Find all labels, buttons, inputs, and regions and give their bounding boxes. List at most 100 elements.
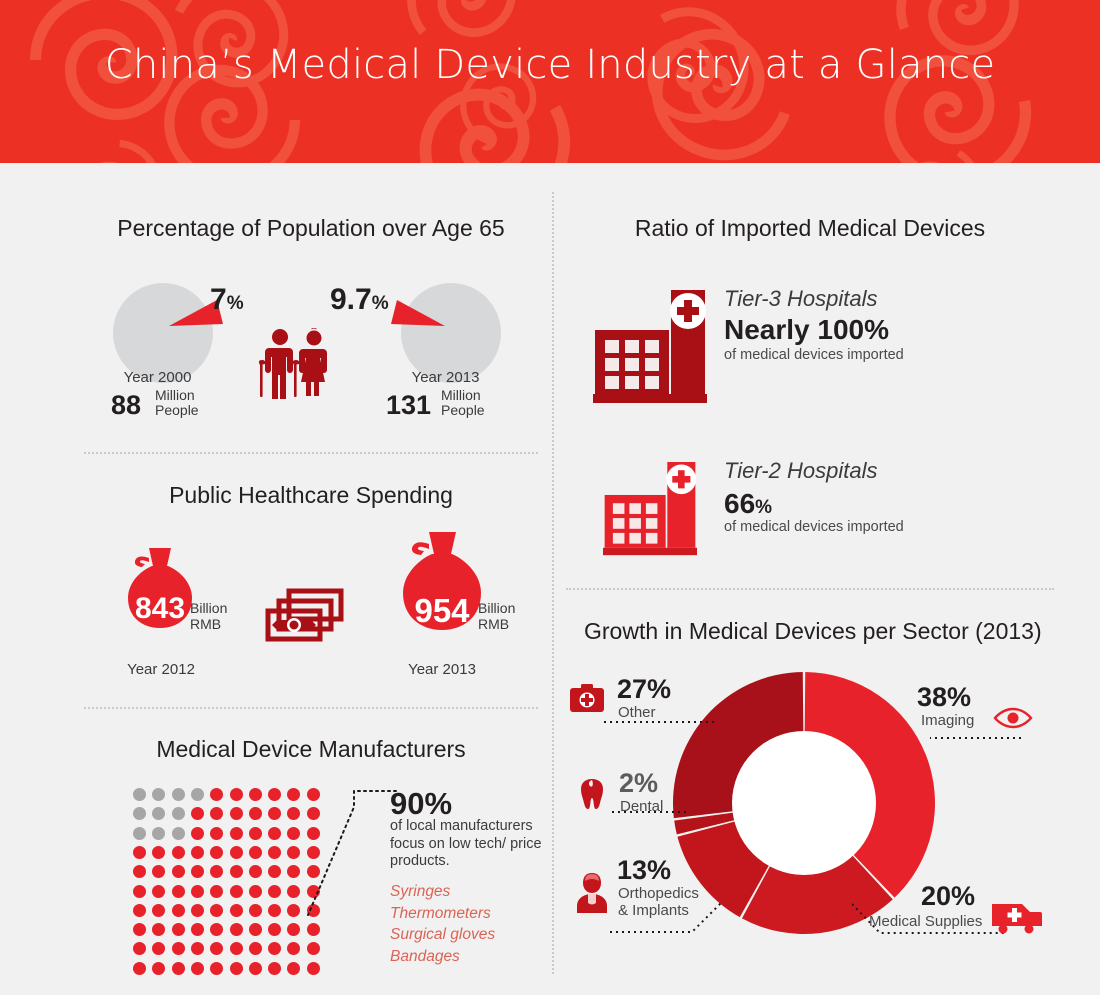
population-pie-2000 <box>113 283 223 383</box>
grid-dot-active <box>133 884 146 898</box>
grid-dot-active <box>229 942 243 956</box>
grid-dot-active <box>268 884 282 898</box>
grid-dot-active <box>210 923 224 937</box>
grid-dot-active <box>171 903 185 917</box>
grid-dot-inactive <box>152 826 166 840</box>
manufacturers-dot-grid <box>133 788 326 981</box>
grid-dot-active <box>210 845 224 859</box>
product-list-item: Surgical gloves <box>390 926 496 943</box>
population-percent-2000: 7% <box>210 283 244 317</box>
grid-dot-active <box>133 845 146 859</box>
unit-line-2: People <box>441 402 485 418</box>
grid-dot-active <box>268 865 282 879</box>
sector-name-other: Other <box>618 704 656 721</box>
grid-dot-active <box>171 865 185 879</box>
grid-dot-active <box>171 884 185 898</box>
grid-dot-active <box>287 961 301 975</box>
grid-dot-active <box>133 865 146 879</box>
grid-dot-active <box>287 788 301 801</box>
grid-dot-active <box>190 826 204 840</box>
unit-line-1: Billion <box>190 600 228 616</box>
leader-line-supplies <box>852 903 1007 934</box>
sector-name-imaging: Imaging <box>921 712 975 729</box>
grid-dot-active <box>190 903 204 917</box>
grid-dot-active <box>210 788 224 801</box>
tier3-percent: Nearly 100% <box>724 314 890 345</box>
grid-dot-active <box>248 826 262 840</box>
population-year-2000: Year 2000 <box>123 369 192 386</box>
sector-percent-other: 27% <box>617 674 672 704</box>
grid-dot-active <box>210 826 224 840</box>
grid-dot-active <box>287 942 301 956</box>
grid-dot-active <box>248 961 262 975</box>
grid-dot-active <box>306 903 320 917</box>
grid-dot-active <box>248 845 262 859</box>
grid-dot-active <box>210 961 224 975</box>
money-bag-icon-2013 <box>403 532 481 630</box>
pie-highlight-slice <box>169 300 223 326</box>
grid-dot-inactive <box>133 788 146 801</box>
pie-remainder-slice <box>113 283 213 383</box>
grid-dot-active <box>306 923 320 937</box>
manufacturers-percent: 90% <box>390 786 453 821</box>
spending-unit-2013: Billion RMB <box>478 600 515 632</box>
population-pie-2013 <box>391 283 501 383</box>
grid-dot-active <box>248 865 262 879</box>
grid-dot-inactive <box>171 788 185 801</box>
section-divider-manufacturers <box>84 707 538 709</box>
grid-dot-active <box>152 961 166 975</box>
percent-unit: % <box>371 293 389 314</box>
grid-dot-active <box>268 845 282 859</box>
population-percent-2013: 9.7% <box>330 283 389 317</box>
grid-dot-active <box>268 807 282 821</box>
grid-dot-inactive <box>190 788 204 801</box>
product-list-item: Syringes <box>390 883 451 900</box>
sector-name-orthopedics: Orthopedics & Implants <box>618 885 699 919</box>
grid-dot-active <box>229 807 243 821</box>
sector-percent-supplies: 20% <box>921 881 976 911</box>
sector-percent-orthopedics: 13% <box>617 855 672 885</box>
grid-dot-active <box>306 865 320 879</box>
donut-hole <box>732 731 876 875</box>
grid-dot-active <box>171 845 185 859</box>
callout-leader-line <box>307 790 397 916</box>
spending-year-2012: Year 2012 <box>127 661 195 678</box>
grid-dot-active <box>152 865 166 879</box>
grid-dot-active <box>306 807 320 821</box>
percent-value: 7 <box>210 283 227 316</box>
grid-dot-active <box>268 788 282 801</box>
eye-icon <box>993 707 1033 729</box>
grid-dot-active <box>287 826 301 840</box>
grid-dot-active <box>287 884 301 898</box>
grid-dot-active <box>248 903 262 917</box>
grid-dot-active <box>306 845 320 859</box>
product-list-item: Thermometers <box>390 904 491 922</box>
pie-remainder-slice <box>401 283 501 383</box>
population-count-2013: 131 <box>386 390 432 420</box>
grid-dot-active <box>268 961 282 975</box>
grid-dot-active <box>133 923 146 937</box>
sector-name-dental: Dental <box>620 798 664 815</box>
sector-percent-imaging: 38% <box>917 682 972 712</box>
grid-dot-active <box>248 788 262 801</box>
population-year-2013: Year 2013 <box>411 369 480 386</box>
pie-highlight-slice <box>391 300 445 326</box>
population-unit-2013: Million People <box>441 388 485 418</box>
grid-dot-active <box>268 942 282 956</box>
grid-dot-active <box>210 903 224 917</box>
page-title: China’s Medical Device Industry at a Gla… <box>104 42 996 88</box>
grid-dot-active <box>171 923 185 937</box>
grid-dot-active <box>190 923 204 937</box>
grid-dot-active <box>133 903 146 917</box>
grid-dot-active <box>306 826 320 840</box>
elderly-couple-icon <box>258 328 327 399</box>
spending-section-title: Public Healthcare Spending <box>169 482 453 508</box>
grid-dot-active <box>152 923 166 937</box>
imported-section-title: Ratio of Imported Medical Devices <box>634 215 986 241</box>
grid-dot-active <box>287 923 301 937</box>
percent-unit: % <box>226 293 244 314</box>
hospital-building-icon-tier3 <box>593 290 707 403</box>
grid-dot-active <box>152 903 166 917</box>
percent-unit: % <box>755 497 773 518</box>
spending-unit-2012: Billion RMB <box>190 600 227 632</box>
